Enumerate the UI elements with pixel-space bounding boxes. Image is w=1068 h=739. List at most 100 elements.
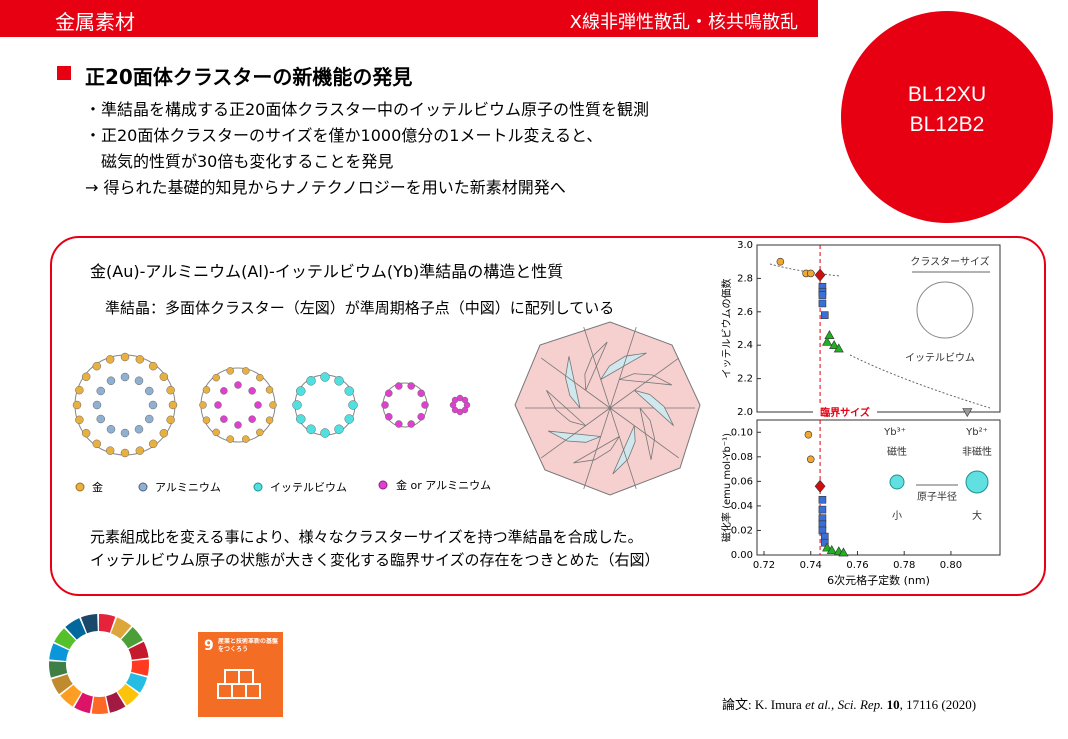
tile-edge [609,407,680,459]
citation: 論文: K. Imura et al., Sci. Rep. 10, 17116… [722,694,976,713]
panel-subtitle: 準結晶：多面体クラスター（左図）が準周期格子点（中図）に配列している [105,299,615,317]
atom [421,401,429,409]
atom [265,416,274,424]
heading: 正20面体クラスターの新機能の発見 [85,65,413,89]
point [814,268,826,282]
atom [320,428,330,438]
atom [417,413,425,421]
tiling [514,321,701,496]
atom [159,428,169,438]
atom [168,400,178,410]
atom [381,401,389,409]
atom [385,389,393,397]
badge-line: BL12XU [907,83,987,106]
atom [120,372,130,382]
atom [234,421,242,429]
atom [81,372,91,382]
annotation: 原子半径 [917,490,957,503]
x-tick-label: 0.76 [846,560,868,571]
inset-cluster [916,281,974,339]
citation-journal: Sci. Rep. [837,697,884,712]
y-tick-label: 0.04 [731,501,753,512]
panel-title: 金(Au)-アルミニウム(Al)-イッテルビウム(Yb)準結晶の構造と性質 [90,262,564,281]
atom [234,381,242,389]
tile [573,436,620,464]
y-tick-label: 2.0 [737,407,753,418]
atom [248,415,256,423]
annotation: 臨界サイズ [820,406,870,419]
atom [166,415,175,425]
atom [320,372,330,382]
sdg-number: 9 [204,638,214,654]
note: イッテルビウム原子の状態が大きく変化する臨界サイズの存在をつきとめた（右図） [90,551,660,569]
point [838,547,849,557]
y-tick-label: 2.2 [737,374,753,385]
point [826,544,837,554]
y-tick-label: 0.06 [731,476,753,487]
atom [242,367,250,375]
wheel-segment [131,659,150,676]
atom [105,355,115,364]
point [806,269,815,278]
atom [75,385,84,395]
point [833,343,844,353]
annotation: Yb³⁺ [883,427,906,438]
atom [212,373,220,382]
badge-circle [841,11,1053,223]
atom [407,382,415,390]
atom [226,367,234,375]
atom [92,439,102,449]
atom [96,414,106,424]
wheel-segment [106,692,126,713]
point [804,430,813,439]
atom [120,428,130,438]
tile-edge [540,357,611,409]
atom [306,424,316,434]
atom [148,400,158,410]
point [818,495,827,504]
atom [296,414,306,424]
y-tick-label: 2.6 [737,307,753,318]
atom [135,355,145,364]
citation-prefix: 論文: [722,697,752,712]
tile [547,430,601,443]
legend-dot [138,482,148,492]
tile-edge [609,357,680,409]
wheel-segment [74,692,93,714]
atom [265,386,274,394]
plot-frame [756,244,1001,413]
wheel-segment [80,614,98,634]
point [776,257,785,266]
atom [72,400,82,410]
point [818,291,827,299]
point [962,408,973,418]
atom [407,420,415,428]
atom [106,376,116,386]
point [824,330,835,339]
atom [334,424,344,434]
atom [134,424,144,434]
tile-edge [540,407,611,459]
point [829,340,840,350]
y-tick-label: 3.0 [737,240,753,251]
wheel-segment [99,614,116,633]
atom [395,420,403,428]
atom [385,413,393,421]
wheel-segment [49,643,69,661]
x-tick-label: 0.72 [753,560,775,571]
bullet: ・準結晶を構成する正20面体クラスター中のイッテルビウム原子の性質を観測 [85,100,650,119]
atom [348,400,358,410]
bullet: → 得られた基礎的知見からナノテクノロジーを用いた新素材開発へ [85,178,566,197]
header-category: 金属素材 [55,10,135,34]
atom [202,416,211,424]
badge-line: BL12B2 [909,113,985,136]
atom [135,446,145,455]
note: 元素組成比を変える事により、様々なクラスターサイズを持つ準結晶を合成した。 [90,528,643,546]
wheel-segment [126,673,148,693]
point [806,455,815,464]
sdg-text-box: 産業と技術革新の基盤をつくろう [218,638,278,653]
bullet: 磁気的性質が30倍も変化することを発見 [85,152,394,171]
atom [417,389,425,397]
plot-frame [756,419,1001,556]
tile [565,356,581,409]
